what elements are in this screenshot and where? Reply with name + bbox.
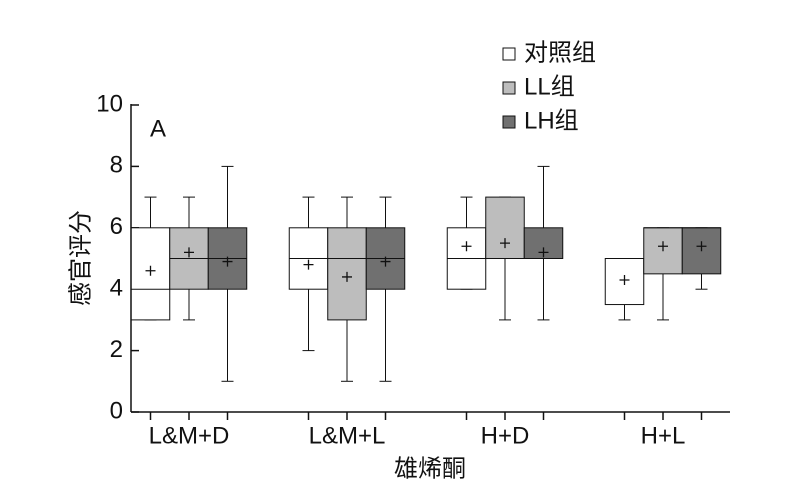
x-tick-label: H+D <box>481 422 530 449</box>
mean-marker <box>342 271 352 282</box>
legend-label: LL组 <box>524 73 575 100</box>
mean-marker <box>380 256 391 267</box>
mean-marker <box>658 241 668 252</box>
x-tick-label: L&M+D <box>149 422 230 449</box>
y-tick-label: 6 <box>110 213 123 240</box>
mean-marker <box>538 247 549 258</box>
mean-marker <box>461 241 472 252</box>
legend-swatch <box>502 81 516 95</box>
mean-marker <box>303 259 314 270</box>
y-axis-label: 感官评分 <box>67 210 94 306</box>
legend-swatch <box>502 115 516 129</box>
mean-marker <box>222 256 233 267</box>
x-tick-label: H+L <box>641 422 686 449</box>
y-tick-label: 0 <box>110 397 123 424</box>
box <box>485 196 525 260</box>
mean-marker <box>619 274 630 285</box>
legend-swatch <box>502 47 516 61</box>
panel-label: A <box>150 115 166 142</box>
y-tick-label: 8 <box>110 152 123 179</box>
legend-label: 对照组 <box>524 39 596 66</box>
mean-marker <box>696 241 707 252</box>
mean-marker <box>145 265 156 276</box>
mean-marker <box>184 247 194 258</box>
mean-marker <box>500 238 510 249</box>
y-tick-label: 2 <box>110 336 123 363</box>
x-axis-label: 雄烯酮 <box>394 455 466 482</box>
legend-label: LH组 <box>524 107 579 134</box>
x-tick-label: L&M+L <box>309 422 386 449</box>
y-tick-label: 10 <box>96 90 123 117</box>
y-tick-label: 4 <box>110 275 123 302</box>
